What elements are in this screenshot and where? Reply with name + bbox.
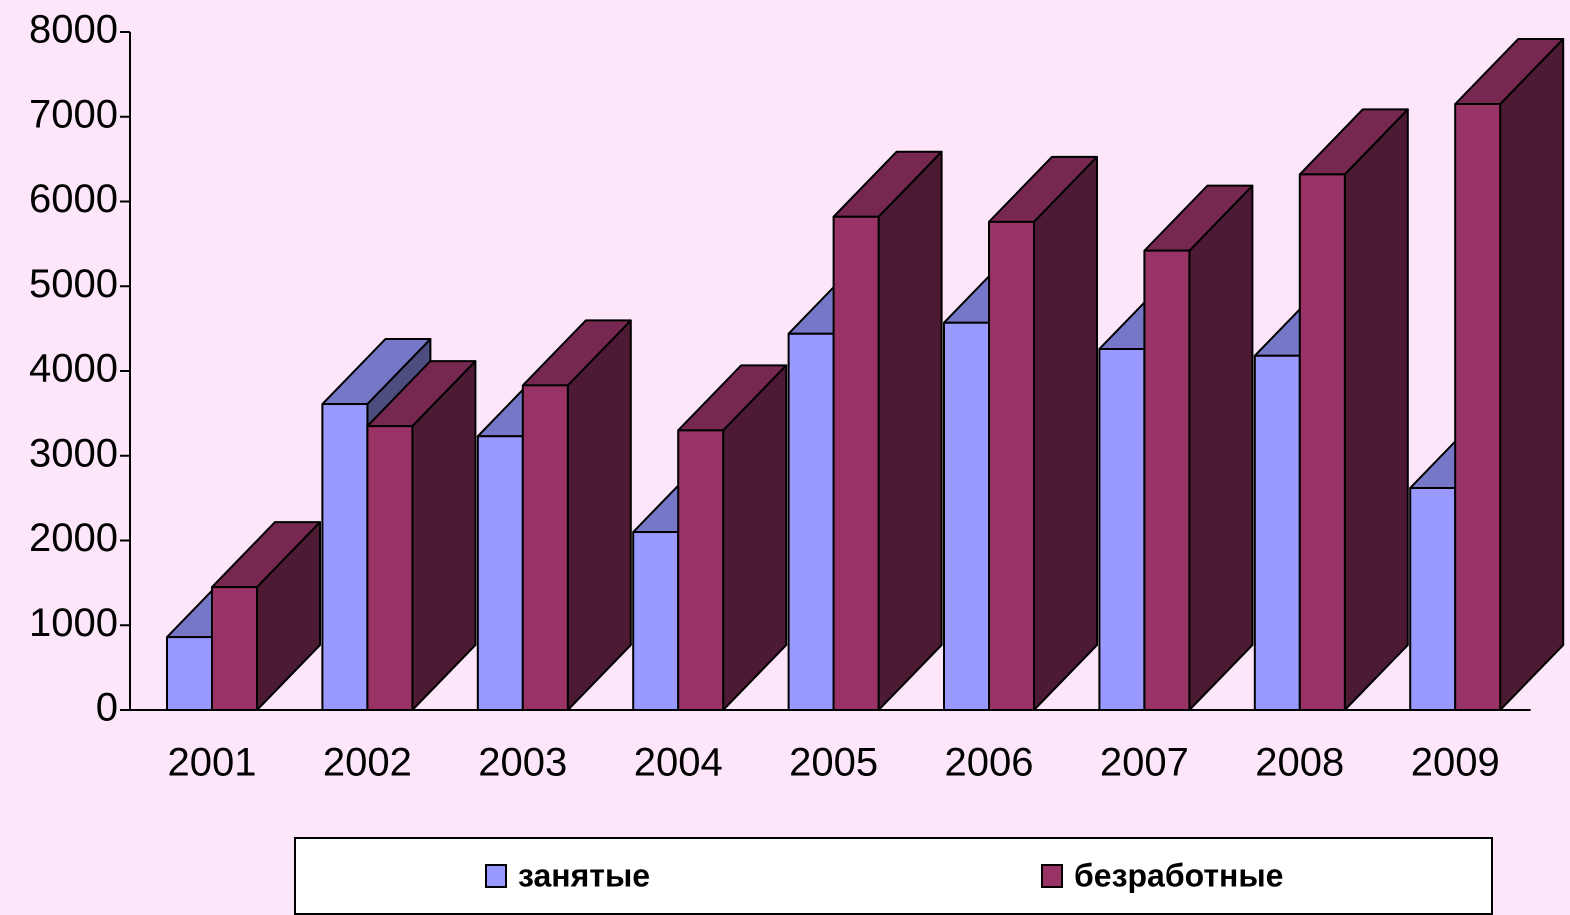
y-tick-label: 5000 xyxy=(29,262,118,306)
bar-front xyxy=(944,323,989,710)
x-tick-label: 2003 xyxy=(478,741,567,785)
legend-box xyxy=(295,838,1492,914)
bar-side xyxy=(1189,186,1252,710)
legend-label: безработные xyxy=(1074,857,1283,893)
bar xyxy=(523,320,631,710)
bar-side xyxy=(879,152,942,710)
legend-swatch xyxy=(1042,865,1062,887)
bar-front xyxy=(678,430,723,710)
bar-front xyxy=(1099,349,1144,710)
bar xyxy=(212,522,320,710)
bar-front xyxy=(633,532,678,710)
y-tick-label: 3000 xyxy=(29,431,118,475)
bar-front xyxy=(478,436,523,710)
legend-swatch xyxy=(486,865,506,887)
x-tick-label: 2001 xyxy=(168,741,257,785)
bar-front xyxy=(322,404,367,710)
bar xyxy=(678,365,786,710)
x-tick-label: 2006 xyxy=(945,741,1034,785)
bar-front xyxy=(1455,104,1500,710)
bar-side xyxy=(1034,157,1097,710)
bar-front xyxy=(523,385,568,710)
bar-front xyxy=(789,334,834,710)
chart: 0 1000 2000 3000 4000 5000 6000 7000 8000 2001 200… xyxy=(0,0,1570,915)
y-tick-label: 4000 xyxy=(29,347,118,391)
bar-front xyxy=(1144,251,1189,710)
bar xyxy=(1300,109,1408,710)
bar-front xyxy=(167,637,212,710)
y-tick-label: 2000 xyxy=(29,516,118,560)
x-tick-label: 2004 xyxy=(634,741,723,785)
y-tick-label: 7000 xyxy=(29,92,118,136)
y-tick-label: 6000 xyxy=(29,177,118,221)
bar xyxy=(367,361,475,710)
x-tick-label: 2008 xyxy=(1255,741,1344,785)
bar-front xyxy=(1410,488,1455,710)
x-tick-label: 2009 xyxy=(1411,741,1500,785)
bar xyxy=(1144,186,1252,710)
bar-front xyxy=(212,587,257,710)
y-tick-label: 8000 xyxy=(29,8,118,52)
bar xyxy=(1455,39,1563,710)
bar-side xyxy=(568,320,631,710)
y-tick-label: 0 xyxy=(96,686,118,730)
y-tick-label: 1000 xyxy=(29,601,118,645)
bar-front xyxy=(1300,174,1345,710)
legend-label: занятые xyxy=(518,857,650,893)
bar-front xyxy=(1255,356,1300,710)
x-tick-label: 2005 xyxy=(789,741,878,785)
bar xyxy=(834,152,942,710)
bar xyxy=(989,157,1097,710)
bar-front xyxy=(989,222,1034,710)
bar-front xyxy=(367,426,412,710)
x-tick-label: 2002 xyxy=(323,741,412,785)
bar-front xyxy=(834,217,879,710)
x-tick-label: 2007 xyxy=(1100,741,1189,785)
bar-side xyxy=(1345,109,1408,710)
bar-side xyxy=(1500,39,1563,710)
